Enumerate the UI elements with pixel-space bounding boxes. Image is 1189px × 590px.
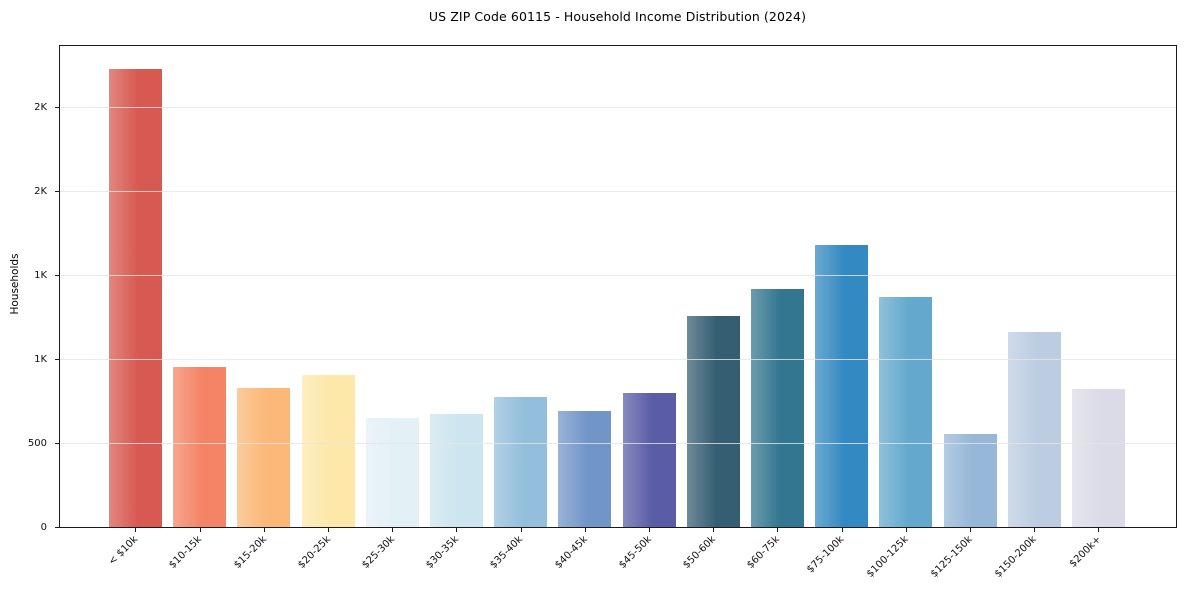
- bar-$35-40k: [494, 396, 548, 527]
- x-tick-mark: [905, 528, 907, 532]
- x-tick-mark: [777, 528, 779, 532]
- chart-title: US ZIP Code 60115 - Household Income Dis…: [428, 9, 807, 24]
- y-tick-label: 500: [27, 437, 47, 449]
- right-spine: [1176, 45, 1177, 528]
- bar-$60-75k: [750, 288, 804, 527]
- gridline-2000: [59, 191, 1176, 193]
- x-tick-label: $45-50k: [616, 534, 654, 571]
- x-tick-mark: [456, 528, 458, 532]
- x-tick-label: $10-15k: [167, 534, 205, 571]
- bar-$125-150k: [943, 433, 997, 527]
- x-tick-mark: [328, 528, 329, 532]
- x-tick-label: $40-45k: [552, 534, 590, 571]
- y-tick-label: 1K: [34, 269, 47, 281]
- x-tick-label: $20-25k: [295, 534, 333, 571]
- top-spine: [59, 45, 1177, 46]
- bar-$50-60k: [686, 316, 740, 527]
- bar-$200k+: [1071, 389, 1125, 527]
- y-tick-mark: [55, 275, 59, 277]
- x-tick-label: $200k+: [1067, 534, 1104, 570]
- x-tick-label: $15-20k: [231, 534, 269, 571]
- bar-$15-20k: [237, 388, 291, 527]
- x-tick-mark: [263, 528, 265, 532]
- bar-$150-200k: [1007, 332, 1061, 527]
- x-tick-mark: [135, 528, 137, 532]
- x-tick-mark: [584, 528, 586, 532]
- gridline-2500: [59, 107, 1176, 109]
- x-tick-mark: [1098, 528, 1100, 532]
- y-tick-mark: [55, 191, 59, 193]
- bar-$30-35k: [429, 414, 483, 527]
- x-tick-mark: [841, 528, 843, 532]
- bar-$75-100k: [815, 244, 869, 527]
- x-tick-mark: [520, 528, 522, 532]
- y-tick-mark: [55, 107, 59, 109]
- gridline-500: [59, 443, 1176, 445]
- gridline-1000: [59, 359, 1176, 361]
- gridline-1500: [59, 275, 1176, 277]
- x-tick-label: $35-40k: [488, 534, 526, 571]
- x-tick-label: $150-200k: [993, 534, 1039, 580]
- x-tick-label: < $10k: [106, 534, 141, 568]
- x-tick-label: $60-75k: [745, 534, 783, 571]
- x-tick-label: $25-30k: [360, 534, 397, 571]
- bar-< $10k: [108, 68, 162, 527]
- bar-$100-125k: [879, 296, 933, 527]
- x-tick-label: $30-35k: [424, 534, 462, 571]
- x-tick-mark: [392, 528, 394, 532]
- x-tick-label: $75-100k: [804, 534, 847, 576]
- x-tick-mark: [713, 528, 715, 532]
- bar-$45-50k: [622, 392, 676, 527]
- x-tick-label: $125-150k: [928, 534, 975, 580]
- y-tick-label: 0: [40, 521, 47, 533]
- y-tick-mark: [55, 527, 59, 528]
- y-tick-label: 2K: [34, 101, 47, 113]
- x-tick-mark: [970, 528, 971, 532]
- bar-$20-25k: [301, 375, 355, 527]
- bar-$10-15k: [173, 367, 227, 527]
- y-tick-mark: [55, 359, 59, 361]
- bar-$25-30k: [365, 417, 419, 527]
- y-tick-label: 1K: [34, 353, 47, 365]
- x-tick-label: $50-60k: [681, 534, 718, 571]
- y-tick-mark: [55, 443, 59, 445]
- bar-$40-45k: [558, 411, 612, 527]
- y-axis-spine: [59, 45, 60, 528]
- x-tick-mark: [649, 528, 650, 532]
- y-tick-label: 2K: [34, 185, 47, 197]
- x-tick-mark: [199, 528, 201, 532]
- x-tick-label: $100-125k: [864, 534, 911, 580]
- y-axis-label: Households: [9, 253, 21, 315]
- x-tick-mark: [1034, 528, 1036, 532]
- x-axis-spine: [59, 527, 1177, 528]
